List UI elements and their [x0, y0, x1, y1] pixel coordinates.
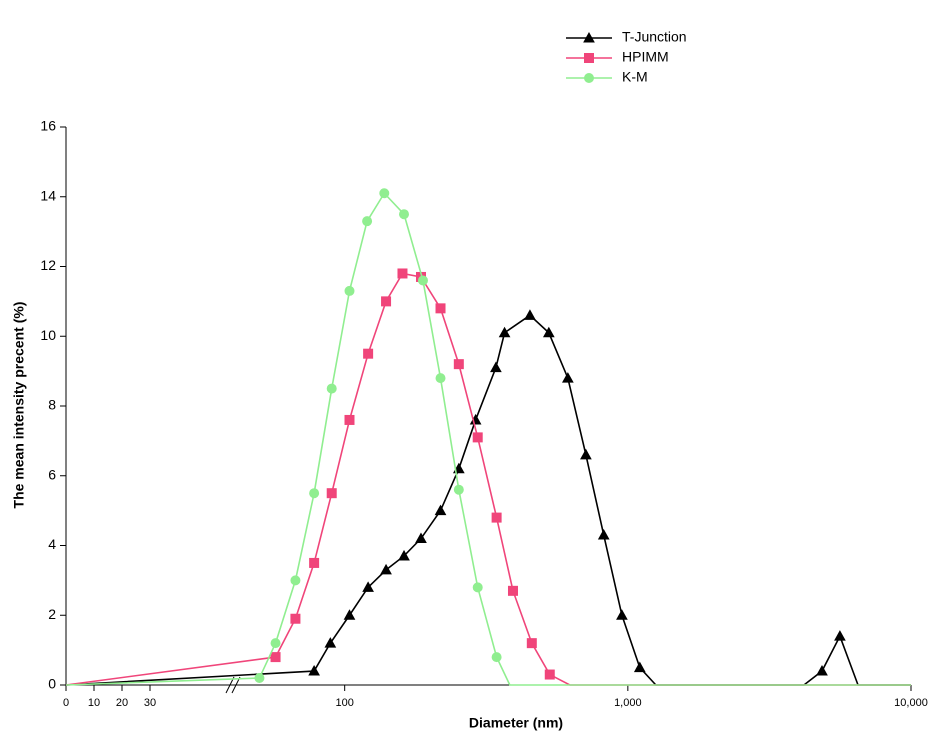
y-tick-label: 10 [40, 327, 56, 343]
marker [309, 488, 320, 499]
marker [344, 414, 355, 425]
y-tick-label: 0 [48, 676, 56, 692]
marker [434, 504, 447, 516]
marker [397, 268, 408, 279]
marker [398, 549, 410, 561]
marker [417, 275, 428, 286]
marker [490, 361, 502, 373]
y-tick-label: 6 [48, 466, 56, 482]
marker [491, 512, 502, 523]
marker [498, 326, 511, 338]
y-tick-label: 8 [48, 397, 56, 413]
marker [834, 630, 846, 641]
marker [324, 637, 337, 648]
marker [270, 638, 281, 649]
y-tick-label: 12 [40, 257, 56, 273]
marker [562, 372, 574, 383]
marker [344, 285, 355, 296]
marker [544, 669, 555, 680]
y-tick-label: 2 [48, 606, 56, 622]
series-line [65, 272, 911, 686]
legend-marker [584, 53, 594, 63]
x-tick-label: 10,000 [894, 697, 928, 709]
marker [363, 348, 374, 359]
marker [362, 581, 374, 592]
x-axis-title: Diameter (nm) [469, 715, 563, 731]
marker [524, 309, 536, 320]
marker [453, 359, 464, 370]
marker [343, 609, 356, 620]
x-tick-label: 1,000 [614, 697, 642, 709]
marker [308, 665, 320, 676]
marker [270, 652, 281, 663]
marker [381, 296, 392, 307]
marker [491, 652, 502, 663]
marker [435, 373, 446, 384]
marker [453, 484, 464, 495]
marker [326, 488, 337, 499]
marker [326, 383, 337, 394]
legend-label: HPIMM [622, 49, 669, 65]
y-tick-label: 4 [48, 536, 56, 552]
marker [597, 529, 610, 540]
marker [309, 557, 320, 568]
x-tick-label: 0 [63, 697, 69, 709]
legend-marker [583, 31, 595, 43]
marker [472, 582, 483, 593]
y-tick-label: 16 [40, 118, 56, 134]
x-tick-label: 10 [88, 697, 100, 709]
marker [816, 665, 828, 676]
x-tick-label: 30 [144, 697, 156, 709]
marker [290, 575, 301, 586]
legend-marker [584, 73, 594, 83]
marker [290, 613, 301, 624]
marker [507, 585, 518, 596]
y-axis-title: The mean intensity precent (%) [11, 302, 27, 509]
marker [542, 326, 555, 338]
series-line [65, 191, 911, 686]
legend-label: K-M [622, 69, 648, 85]
marker [415, 532, 427, 544]
marker [379, 188, 390, 199]
legend-label: T-Junction [622, 29, 687, 45]
marker [526, 638, 537, 649]
marker [580, 448, 592, 460]
marker [633, 661, 646, 673]
x-tick-label: 20 [116, 697, 128, 709]
marker [472, 432, 483, 443]
marker [254, 673, 265, 684]
marker [435, 303, 446, 314]
x-tick-label: 100 [336, 697, 354, 709]
marker [399, 209, 410, 220]
marker [616, 609, 628, 620]
marker [380, 563, 392, 575]
y-tick-label: 14 [40, 187, 56, 203]
marker [362, 216, 373, 227]
